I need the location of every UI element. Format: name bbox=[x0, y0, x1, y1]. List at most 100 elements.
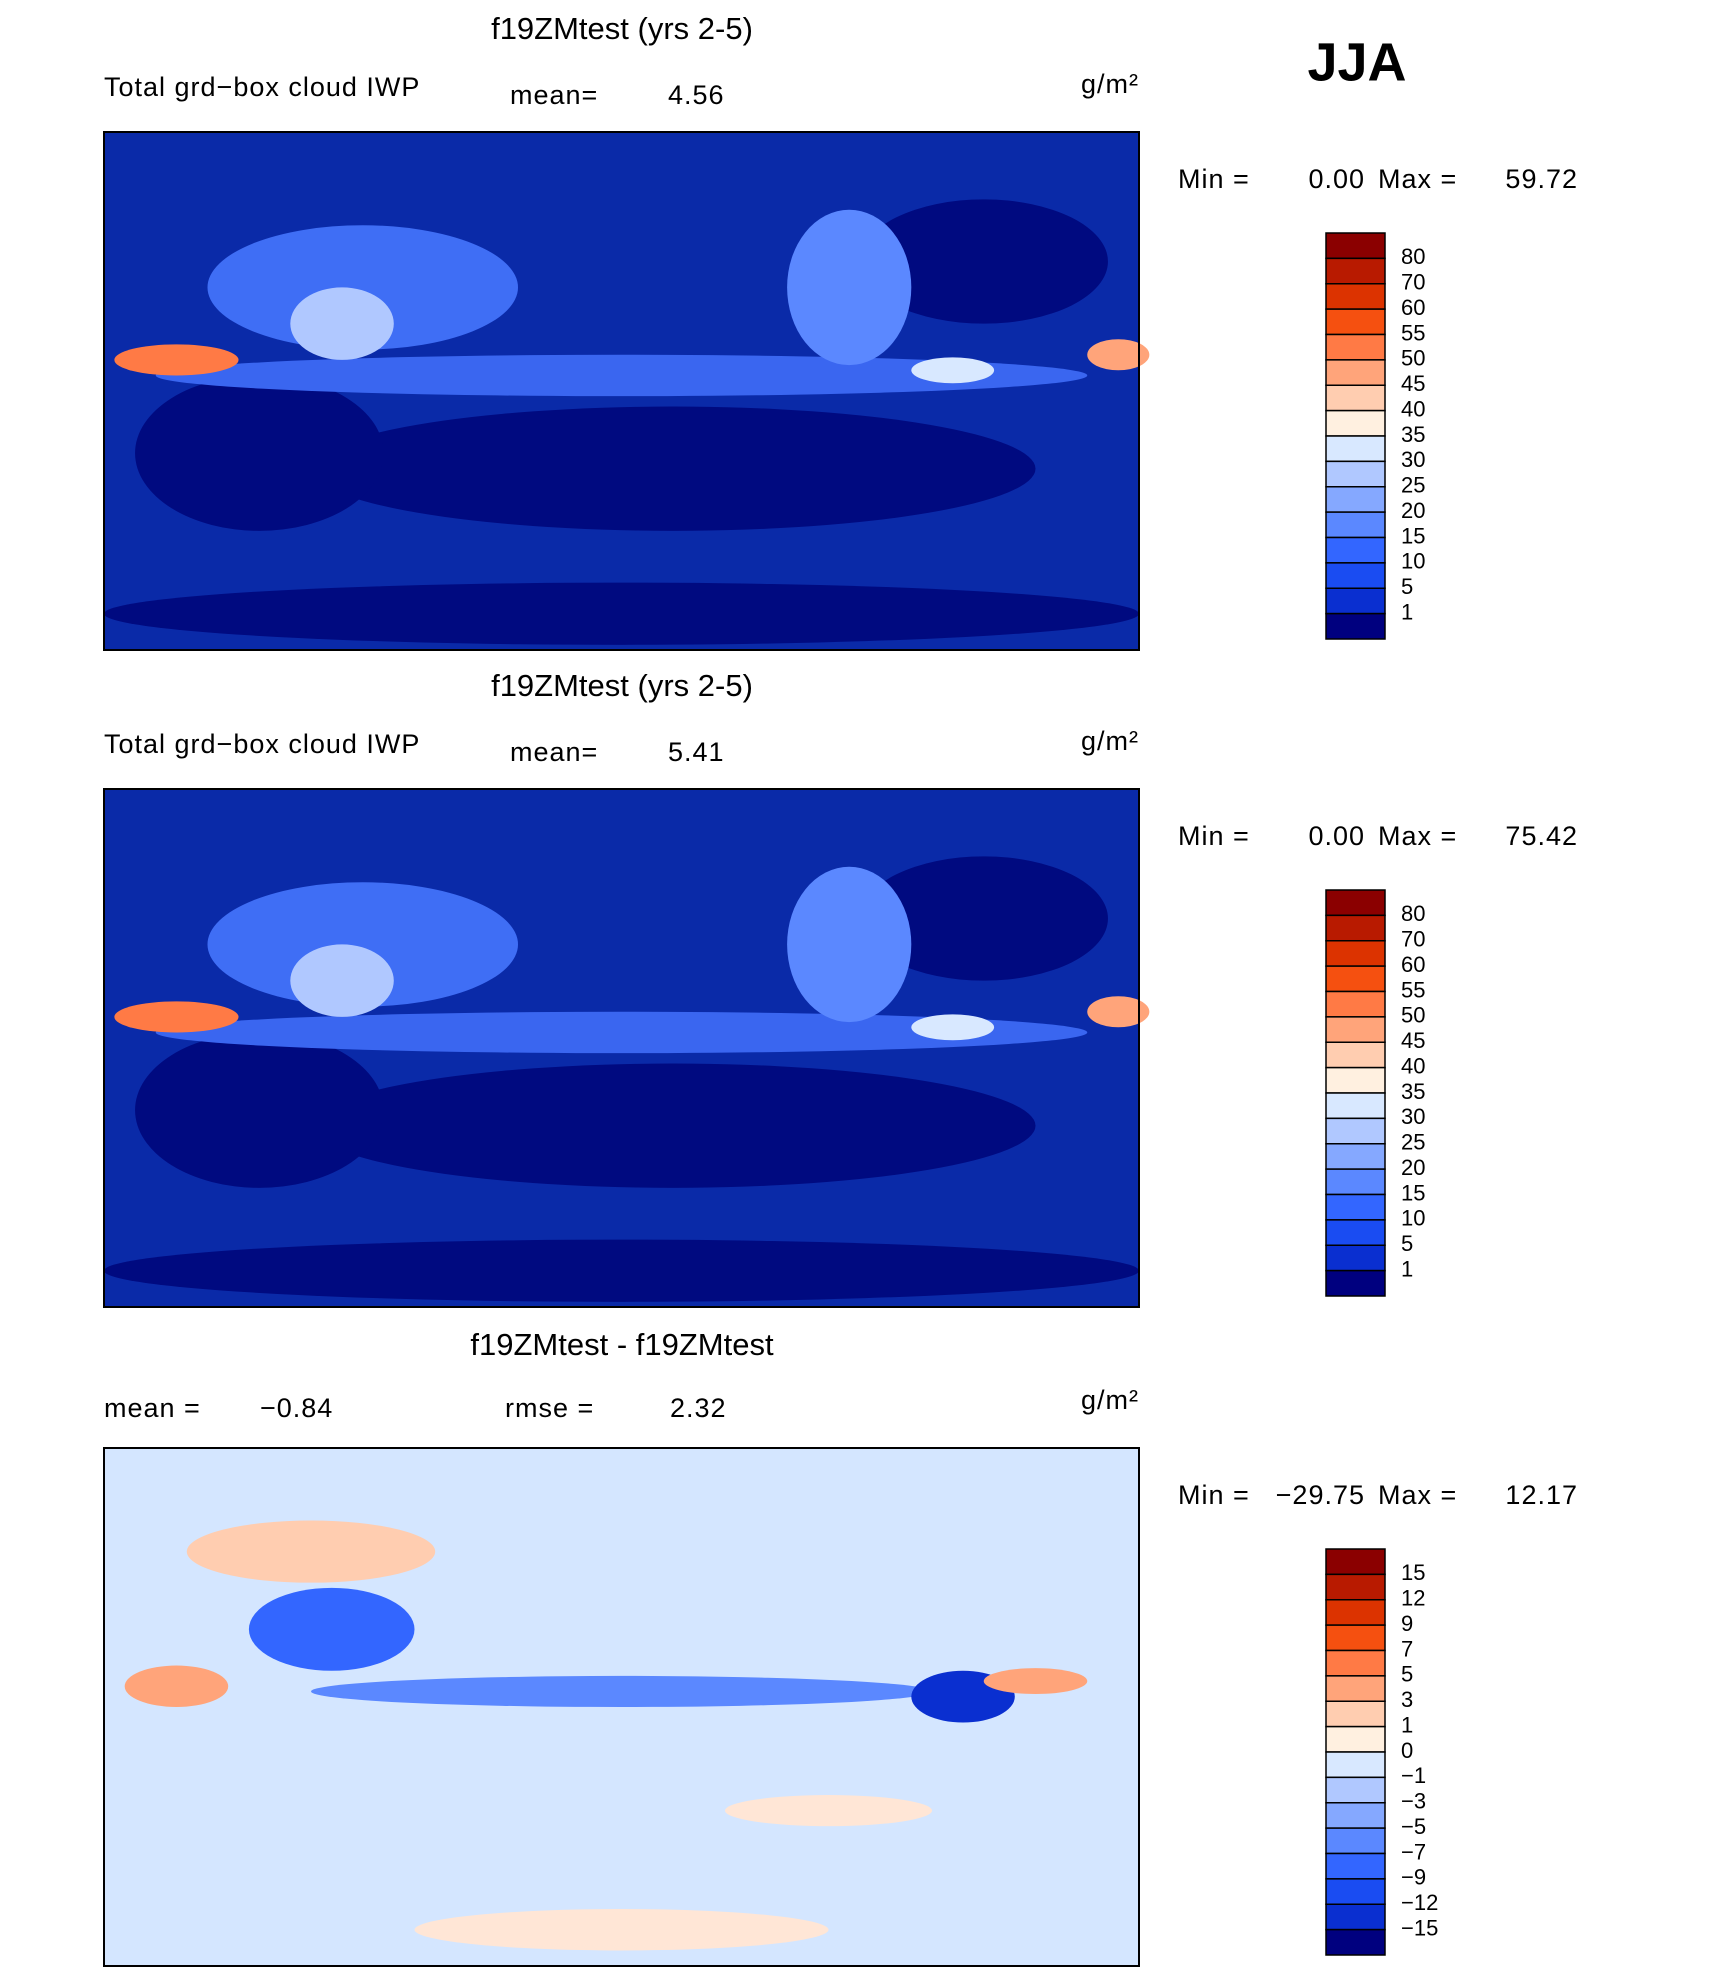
min-label: Min = bbox=[1178, 1480, 1250, 1510]
colorbar-box bbox=[1325, 1878, 1386, 1905]
colorbar-box bbox=[1325, 1903, 1386, 1931]
min-value: −29.75 bbox=[1276, 1480, 1365, 1510]
colorbar-box bbox=[1325, 435, 1386, 463]
mean-value: −0.84 bbox=[260, 1393, 333, 1423]
units-label: g/m² bbox=[1081, 69, 1139, 99]
colorbar-label: 1 bbox=[1401, 1712, 1413, 1737]
colorbar-box bbox=[1325, 1066, 1386, 1094]
mean-label: mean= bbox=[510, 737, 598, 767]
field-region bbox=[1087, 339, 1150, 371]
mean-label: mean= bbox=[510, 80, 598, 110]
colorbar-label: 10 bbox=[1401, 1206, 1425, 1231]
min-value: 0.00 bbox=[1308, 821, 1365, 851]
max-value: 75.42 bbox=[1505, 821, 1578, 851]
colorbar-box bbox=[1325, 359, 1386, 386]
field-region bbox=[290, 287, 394, 360]
colorbar-box bbox=[1325, 1168, 1386, 1196]
field-region bbox=[248, 1587, 415, 1671]
field-region bbox=[114, 1001, 239, 1033]
field-region bbox=[114, 344, 239, 376]
field-region bbox=[124, 1665, 229, 1707]
season-label: JJA bbox=[1307, 32, 1406, 92]
colorbar-box bbox=[1325, 1193, 1386, 1221]
colorbar-label: 60 bbox=[1401, 295, 1425, 320]
colorbar-box bbox=[1325, 308, 1386, 336]
colorbar-label: 40 bbox=[1401, 396, 1425, 421]
mean-value: 4.56 bbox=[668, 80, 725, 110]
colorbar-box bbox=[1325, 1219, 1386, 1246]
colorbar-box bbox=[1325, 965, 1386, 993]
colorbar-label: 5 bbox=[1401, 1231, 1413, 1256]
colorbar-label: 40 bbox=[1401, 1053, 1425, 1078]
colorbar-box bbox=[1325, 536, 1386, 564]
colorbar-box bbox=[1325, 384, 1386, 412]
colorbar-label: 55 bbox=[1401, 320, 1425, 345]
colorbar-label: 30 bbox=[1401, 1104, 1425, 1129]
colorbar-label: 80 bbox=[1401, 244, 1425, 269]
max-value: 12.17 bbox=[1505, 1480, 1578, 1510]
colorbar-box bbox=[1325, 1599, 1386, 1626]
field-label: Total grd−box cloud IWP bbox=[104, 729, 420, 759]
colorbar-label: 1 bbox=[1401, 599, 1413, 624]
colorbar-box bbox=[1325, 1928, 1386, 1956]
panel-title: f19ZMtest - f19ZMtest bbox=[470, 1327, 774, 1362]
max-label: Max = bbox=[1378, 821, 1457, 851]
colorbar-label: −9 bbox=[1401, 1865, 1426, 1890]
colorbar-box bbox=[1325, 1751, 1386, 1779]
colorbar-label: 0 bbox=[1401, 1738, 1413, 1763]
colorbar-box bbox=[1325, 1776, 1386, 1804]
field-label: Total grd−box cloud IWP bbox=[104, 72, 420, 102]
map bbox=[103, 788, 1150, 1308]
colorbar-label: 7 bbox=[1401, 1636, 1413, 1661]
mean-value: 5.41 bbox=[668, 737, 725, 767]
field-region bbox=[414, 1909, 829, 1951]
colorbar-label: −12 bbox=[1401, 1890, 1438, 1915]
colorbar-label: 5 bbox=[1401, 574, 1413, 599]
colorbar-box bbox=[1325, 1244, 1386, 1272]
field-region bbox=[155, 354, 1088, 397]
colorbar-box bbox=[1325, 1143, 1386, 1170]
panel-title: f19ZMtest (yrs 2-5) bbox=[491, 11, 753, 46]
map bbox=[103, 1447, 1140, 1967]
colorbar-label: 70 bbox=[1401, 270, 1425, 295]
field-region bbox=[787, 209, 912, 366]
colorbar-box bbox=[1325, 990, 1386, 1018]
colorbar-label: 10 bbox=[1401, 549, 1425, 574]
min-label: Min = bbox=[1178, 164, 1250, 194]
colorbar-box bbox=[1325, 232, 1386, 260]
colorbar-label: 20 bbox=[1401, 1155, 1425, 1180]
colorbar-box bbox=[1325, 1649, 1386, 1677]
colorbar-label: 30 bbox=[1401, 447, 1425, 472]
colorbar-label: 35 bbox=[1401, 422, 1425, 447]
colorbar-label: 15 bbox=[1401, 1560, 1425, 1585]
colorbar-label: 45 bbox=[1401, 371, 1425, 396]
colorbar-box bbox=[1325, 460, 1386, 488]
field-region bbox=[311, 406, 1036, 531]
colorbar-box bbox=[1325, 1573, 1386, 1601]
colorbar-box bbox=[1325, 1548, 1386, 1576]
field-region bbox=[787, 866, 912, 1023]
map bbox=[103, 131, 1150, 651]
colorbar-box bbox=[1325, 1092, 1386, 1120]
colorbar-label: 55 bbox=[1401, 977, 1425, 1002]
colorbar-label: 5 bbox=[1401, 1662, 1413, 1687]
field-region bbox=[135, 375, 384, 531]
colorbar-label: 3 bbox=[1401, 1687, 1413, 1712]
colorbar-box bbox=[1325, 1041, 1386, 1069]
colorbar-label: 60 bbox=[1401, 952, 1425, 977]
colorbar-box bbox=[1325, 940, 1386, 967]
colorbar-box bbox=[1325, 486, 1386, 513]
colorbar-box bbox=[1325, 1624, 1386, 1652]
field-region bbox=[859, 199, 1108, 324]
field-region bbox=[290, 944, 394, 1017]
field-region bbox=[104, 1239, 1139, 1302]
colorbar-box bbox=[1325, 587, 1386, 615]
field-region bbox=[725, 1795, 932, 1827]
rmse-value: 2.32 bbox=[670, 1393, 727, 1423]
colorbar-label: 45 bbox=[1401, 1028, 1425, 1053]
colorbar-label: 12 bbox=[1401, 1586, 1425, 1611]
colorbar-label: −15 bbox=[1401, 1915, 1438, 1940]
field-region bbox=[186, 1520, 436, 1583]
field-region bbox=[155, 1011, 1088, 1054]
colorbar-box bbox=[1325, 409, 1386, 437]
